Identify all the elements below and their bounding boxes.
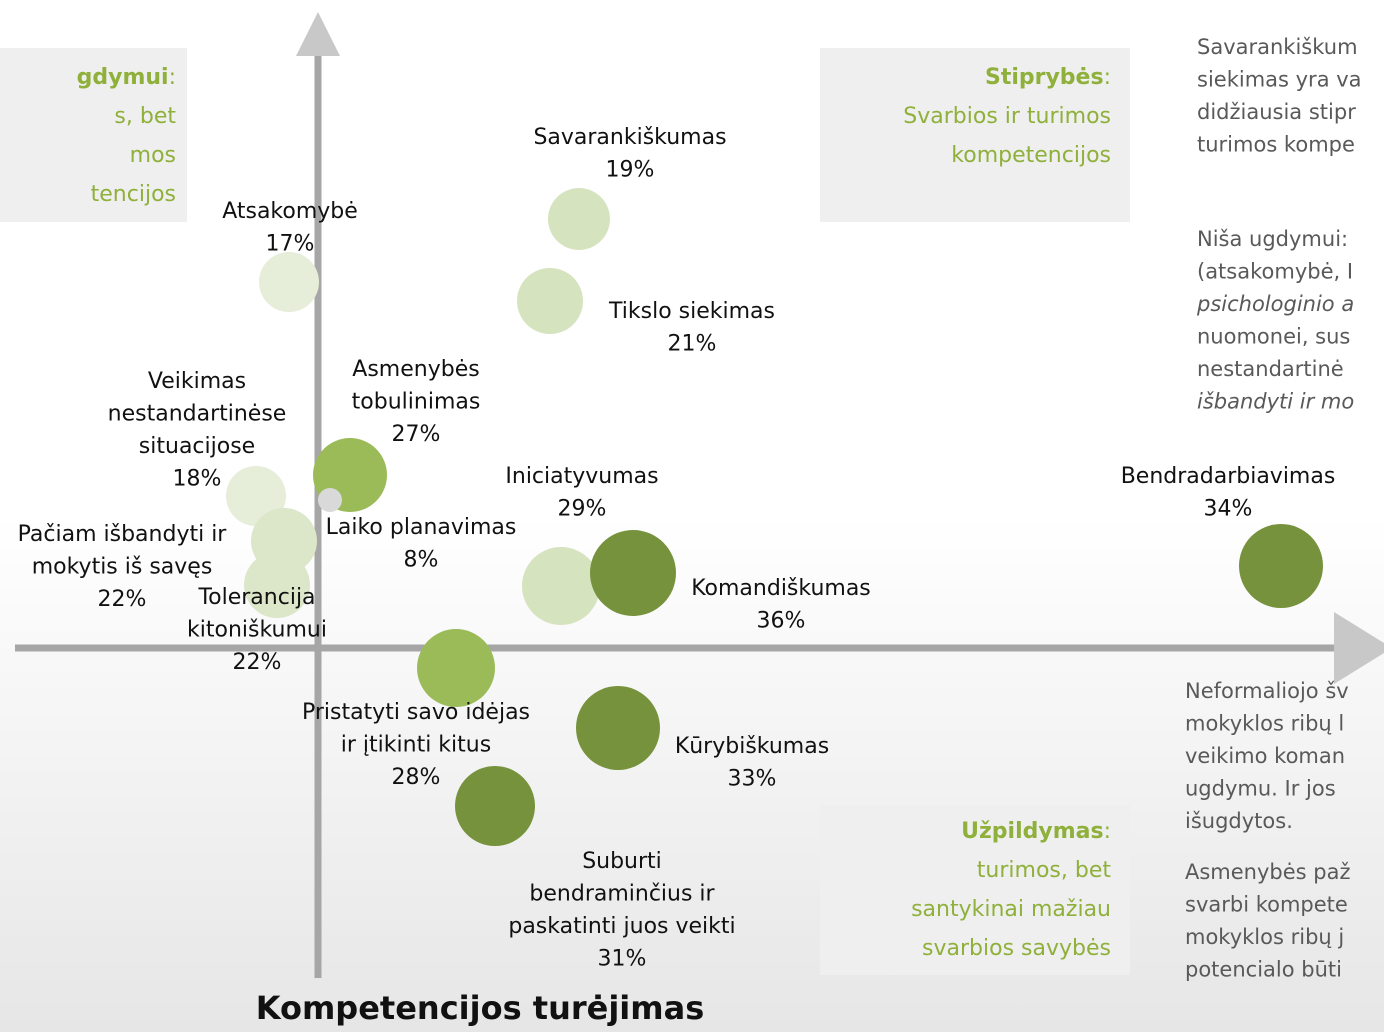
quadrant-box [820, 48, 1130, 222]
bubble [576, 686, 660, 770]
bubble-label: Pristatyti savo idėjas [302, 700, 530, 725]
quadrant-colon: : [1104, 65, 1111, 90]
quadrant-text: tencijos [91, 182, 176, 207]
side-text: didžiausia stipr [1197, 100, 1356, 124]
bubble-label: Tolerancija [197, 585, 315, 610]
quadrant-text: svarbios savybės [922, 936, 1111, 961]
bubble-percent: 17% [266, 232, 315, 257]
bubble-percent: 21% [668, 332, 717, 357]
bubble-label: kitoniškumui [187, 618, 327, 643]
bubble [1239, 524, 1323, 608]
axis-arrow [296, 12, 340, 56]
bubble-label: Asmenybės [352, 357, 479, 382]
quadrant-text: Svarbios ir turimos [903, 104, 1111, 129]
quadrant-box [820, 805, 1130, 975]
side-text: Neformaliojo šv [1185, 679, 1349, 703]
bubble [417, 629, 495, 707]
side-text: mokyklos ribų l [1185, 712, 1344, 736]
bubble-label: Savarankiškumas [533, 125, 726, 150]
bubble-percent: 8% [404, 548, 439, 573]
bubble-percent: 29% [558, 497, 607, 522]
bubble-label: Bendradarbiavimas [1121, 464, 1336, 489]
side-text: mokyklos ribų j [1185, 925, 1344, 949]
bubble [455, 766, 535, 846]
quadrant-title: Užpildymas: [961, 819, 1111, 844]
bubble [259, 252, 319, 312]
bubble [590, 530, 676, 616]
bubble [244, 552, 310, 618]
bubble-label: mokytis iš savęs [32, 555, 213, 580]
quadrant-title-text: Užpildymas [961, 819, 1103, 844]
quadrant-title: Stiprybės: [985, 65, 1111, 90]
side-text: Niša ugdymui: [1197, 227, 1348, 251]
bubble-percent: 22% [98, 587, 147, 612]
bubble-percent: 28% [392, 765, 441, 790]
bubble-label: Veikimas [148, 369, 246, 394]
side-text: svarbi kompete [1185, 893, 1348, 917]
side-text: Asmenybės paž [1185, 860, 1351, 884]
side-text: nestandartinė [1197, 357, 1344, 381]
bubble-label: paskatinti juos veikti [508, 914, 735, 939]
quadrant-text: kompetencijos [951, 143, 1111, 168]
side-text: (atsakomybė, I [1197, 260, 1353, 284]
bubble-label: Laiko planavimas [326, 515, 517, 540]
axis-label: Kompetencijos turėjimas [256, 989, 705, 1027]
bubble-percent: 34% [1204, 497, 1253, 522]
quadrant-text: turimos, bet [977, 858, 1112, 883]
quadrant-title-text: Stiprybės [985, 65, 1104, 90]
bubble-percent: 19% [606, 158, 655, 183]
side-text: ugdymu. Ir jos [1185, 777, 1336, 801]
quadrant-title: gdymui: [77, 65, 176, 90]
quadrant-text: santykinai mažiau [911, 897, 1111, 922]
bubble-label: bendraminčius ir [529, 882, 715, 907]
bubble [548, 188, 610, 250]
side-text: psichologinio a [1196, 292, 1354, 316]
side-text: nuomonei, sus [1197, 325, 1350, 349]
side-text: potencialo būti [1185, 958, 1342, 982]
bubble-percent: 33% [728, 767, 777, 792]
quadrant-title-text: gdymui [77, 65, 169, 90]
bubble-label: tobulinimas [352, 390, 481, 415]
side-text: turimos kompe [1197, 133, 1355, 157]
bubble-label: situacijose [139, 434, 255, 459]
side-text: veikimo koman [1185, 744, 1345, 768]
bubble-percent: 22% [233, 650, 282, 675]
quadrant-colon: : [169, 65, 176, 90]
quadrant-colon: : [1104, 819, 1111, 844]
bubble-percent: 31% [598, 947, 647, 972]
bubble-label: Suburti [582, 849, 662, 874]
bubble-label: Komandiškumas [691, 576, 871, 601]
bubble [522, 547, 600, 625]
quadrant-text: s, bet [114, 104, 176, 129]
bubble [517, 268, 583, 334]
bubble-percent: 18% [173, 467, 222, 492]
bubble-label: nestandartinėse [108, 402, 287, 427]
bubble-label: Pačiam išbandyti ir [18, 522, 228, 547]
axis-arrow [1334, 612, 1384, 684]
bubble [318, 488, 342, 512]
side-text: išbandyti ir mo [1197, 390, 1354, 414]
bubble-label: ir įtikinti kitus [341, 733, 491, 758]
quadrant-box [0, 48, 187, 222]
bubble-label: Iniciatyvumas [505, 464, 658, 489]
bubble-percent: 27% [392, 422, 441, 447]
bubble-label: Atsakomybė [222, 199, 358, 224]
side-text: siekimas yra va [1197, 68, 1362, 92]
bubble-label: Kūrybiškumas [675, 734, 829, 759]
side-text: išugdytos. [1185, 809, 1293, 833]
bubble-label: Tikslo siekimas [608, 299, 775, 324]
bubble-percent: 36% [757, 609, 806, 634]
quadrant-text: mos [130, 143, 176, 168]
side-text: Savarankiškum [1197, 35, 1358, 59]
